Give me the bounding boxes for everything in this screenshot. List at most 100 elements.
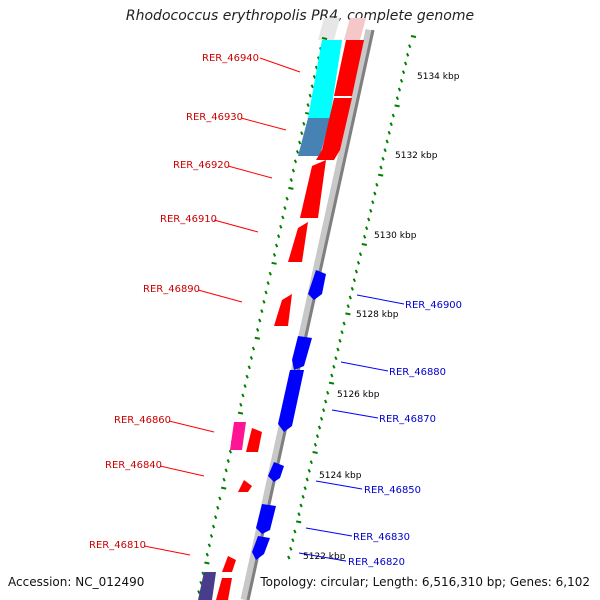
tick-mark [218,496,222,501]
tick-mark [264,290,268,295]
tick-mark [308,93,312,98]
scale-label: 5128 kbp [356,310,399,320]
gene-shape-red-5 [288,222,308,262]
tick-mark [295,149,300,154]
gene-label[interactable]: RER_46860 [114,415,171,426]
tick-mark [321,37,328,40]
tick-mark [410,35,417,38]
leader-lines [143,57,405,562]
summary-text: Topology: circular; Length: 6,516,310 bp… [260,575,590,589]
tick-mark [309,460,313,465]
tick-mark [319,416,324,421]
tick-mark [373,191,377,196]
scale-label: 5124 kbp [319,471,362,481]
tick-mark [289,178,293,182]
gene-label[interactable]: RER_46810 [89,540,146,551]
forward-genes [198,40,364,600]
gene-shape-blue-2 [292,336,312,370]
gene-label[interactable]: RER_46840 [105,460,162,471]
gene-shape-red-9 [222,556,236,572]
gene-shape-red-10 [216,578,232,600]
gene-label[interactable]: RER_46920 [173,160,230,171]
tick-mark [272,252,277,257]
tick-mark [296,520,302,524]
tick-mark [342,321,346,326]
tick-mark [389,122,393,127]
tick-mark [249,356,253,360]
gene-label[interactable]: RER_46940 [202,53,259,64]
scale-label: 5122 kbp [303,552,346,562]
tick-mark [262,299,266,304]
tick-mark [403,61,408,66]
tick-mark [406,52,410,57]
tick-mark [328,381,335,385]
gene-label[interactable]: RER_46870 [379,414,436,425]
tick-mark [204,561,210,565]
tick-mark [371,200,375,205]
tick-mark [310,84,314,89]
gene-label[interactable]: RER_46890 [143,284,200,295]
gene-label[interactable]: RER_46930 [186,112,243,123]
gene-shape-blue-6 [252,536,270,560]
tick-mark [303,486,307,491]
tick-mark [381,156,385,161]
tick-mark [383,148,387,153]
tick-mark [317,425,322,430]
tick-mark [221,486,227,490]
gene-label[interactable]: RER_46900 [405,300,462,311]
tick-mark [394,104,400,108]
tick-mark [258,318,262,323]
tick-mark [209,533,214,538]
tick-mark [391,113,395,118]
gene-shape-blue-3 [278,370,304,432]
gene-label[interactable]: RER_46910 [160,214,217,225]
tick-mark [358,252,363,257]
tick-mark [356,260,361,265]
tick-mark [239,402,243,407]
tick-mark [378,173,384,177]
tick-mark [283,206,287,211]
tick-mark [326,390,330,395]
tick-mark [297,512,301,517]
scale-label: 5134 kbp [417,72,460,82]
tick-mark [346,304,350,309]
tick-mark [274,243,279,248]
tick-mark [362,234,367,239]
gene-label[interactable]: RER_46850 [364,485,421,496]
tick-mark [289,546,293,551]
tick-mark [387,130,391,135]
tick-mark [251,346,256,351]
tick-mark [243,384,247,389]
tick-mark [401,70,406,75]
scale-label: 5130 kbp [374,231,417,241]
tick-mark [281,215,285,220]
gene-label[interactable]: RER_46830 [353,532,410,543]
tick-mark [287,555,291,560]
tick-mark [228,449,232,454]
gene-shape-cyan-1 [308,40,342,118]
tick-mark [307,468,311,473]
tick-mark [288,186,294,190]
tick-mark [369,208,373,213]
gene-label[interactable]: RER_46820 [348,557,405,568]
gene-shape-red-8 [238,480,252,492]
tick-mark [315,434,320,439]
tick-mark [197,590,201,595]
gene-shape-purple-1 [198,572,216,600]
gene-label[interactable]: RER_46880 [389,367,446,378]
tick-mark [306,103,310,108]
tick-mark [247,365,251,370]
tick-mark [256,327,260,332]
tick-mark [224,468,228,473]
tick-mark [367,217,371,222]
tick-mark [293,159,298,164]
scale-label: 5126 kbp [337,390,380,400]
tick-mark [321,408,326,413]
tick-mark [324,399,328,404]
tick-mark [397,87,402,92]
tick-mark [260,309,264,314]
faded-segments [318,18,366,40]
gene-shape-magenta-1 [230,422,246,450]
